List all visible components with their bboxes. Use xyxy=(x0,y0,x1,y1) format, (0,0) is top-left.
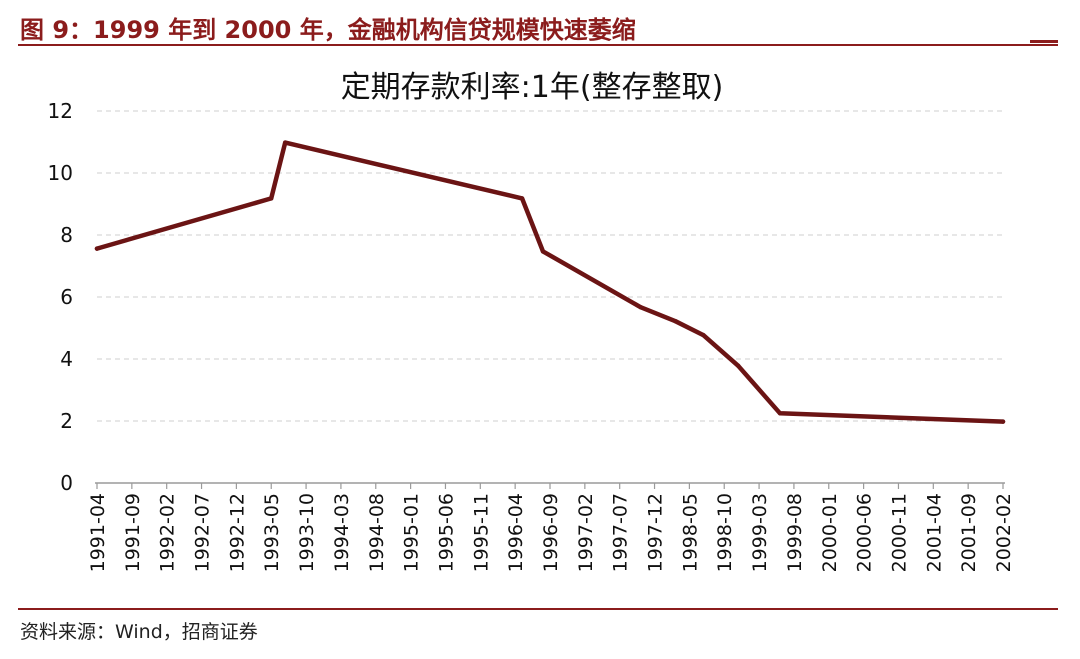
x-tick-label: 1995-06 xyxy=(435,493,457,572)
figure-title: 图 9：1999 年到 2000 年，金融机构信贷规模快速萎缩 xyxy=(20,16,636,44)
x-tick-label: 2000-01 xyxy=(819,493,841,572)
series-line xyxy=(94,140,1006,424)
x-tick-label: 1991-09 xyxy=(122,493,144,572)
x-tick-label: 1999-03 xyxy=(749,493,771,572)
x-tick-label: 1998-05 xyxy=(679,493,701,572)
grid-lines xyxy=(97,110,1003,422)
data-point xyxy=(519,196,525,201)
x-tick-label: 1992-07 xyxy=(192,493,214,572)
figure-header: 图 9：1999 年到 2000 年，金融机构信贷规模快速萎缩 xyxy=(20,8,1060,44)
data-point xyxy=(777,411,783,416)
x-tick-label: 1991-04 xyxy=(87,493,109,572)
data-point xyxy=(736,363,741,368)
x-tick-label: 2001-09 xyxy=(958,493,980,572)
x-tick-label: 2000-11 xyxy=(888,493,910,572)
x-tick-label: 1999-08 xyxy=(784,493,806,572)
x-tick-label: 1995-11 xyxy=(470,493,492,572)
x-tick-label: 2002-02 xyxy=(993,493,1015,572)
data-point xyxy=(540,249,546,254)
x-tick-label: 1992-02 xyxy=(157,493,179,572)
x-tick-label: 1994-03 xyxy=(331,493,353,572)
data-point xyxy=(673,319,678,324)
header-divider xyxy=(18,44,1058,46)
x-tick-label: 1995-01 xyxy=(401,493,423,572)
x-tick-label: 1997-02 xyxy=(575,493,597,572)
y-tick-label: 0 xyxy=(60,471,73,495)
x-tick-label: 1994-08 xyxy=(366,493,388,572)
y-tick-label: 8 xyxy=(60,223,73,247)
y-tick-label: 12 xyxy=(48,99,73,123)
x-tick-label: 1993-10 xyxy=(296,493,318,572)
data-point xyxy=(269,196,274,201)
header-divider-accent xyxy=(1030,40,1058,43)
x-tick-label: 1996-04 xyxy=(505,493,527,572)
y-tick-label: 4 xyxy=(60,347,73,371)
y-tick-label: 10 xyxy=(48,161,73,185)
y-tick-label: 6 xyxy=(60,285,73,309)
series-layer xyxy=(94,140,1006,424)
y-axis-ticks: 0 2 4 6 8 10 12 xyxy=(48,99,73,495)
data-point xyxy=(638,305,643,310)
x-tick-label: 1997-07 xyxy=(610,493,632,572)
x-tick-label: 2000-06 xyxy=(854,493,876,572)
x-tick-label: 1992-12 xyxy=(226,493,248,572)
data-point xyxy=(94,246,100,251)
line-chart: 定期存款利率:1年(整存整取) 0 2 4 6 8 10 12 1991-04 1991-09… xyxy=(48,70,1015,572)
source-note: 资料来源：Wind，招商证券 xyxy=(20,621,258,643)
data-point xyxy=(283,140,288,145)
data-point xyxy=(1000,419,1006,424)
chart-container: 定期存款利率:1年(整存整取) 0 2 4 6 8 10 12 1991-04 1991-09… xyxy=(0,50,1080,605)
x-tick-label: 1996-09 xyxy=(540,493,562,572)
x-tick-label: 1993-05 xyxy=(261,493,283,572)
y-tick-label: 2 xyxy=(60,409,73,433)
x-tick-label: 1997-12 xyxy=(645,493,667,572)
x-tick-label: 2001-04 xyxy=(923,493,945,572)
chart-title: 定期存款利率:1年(整存整取) xyxy=(341,70,724,105)
footer-divider xyxy=(18,608,1058,610)
data-point xyxy=(701,332,706,338)
x-axis: 1991-04 1991-09 1992-02 1992-07 1992-12 1993-… xyxy=(87,482,1015,572)
x-tick-label: 1998-10 xyxy=(714,493,736,572)
